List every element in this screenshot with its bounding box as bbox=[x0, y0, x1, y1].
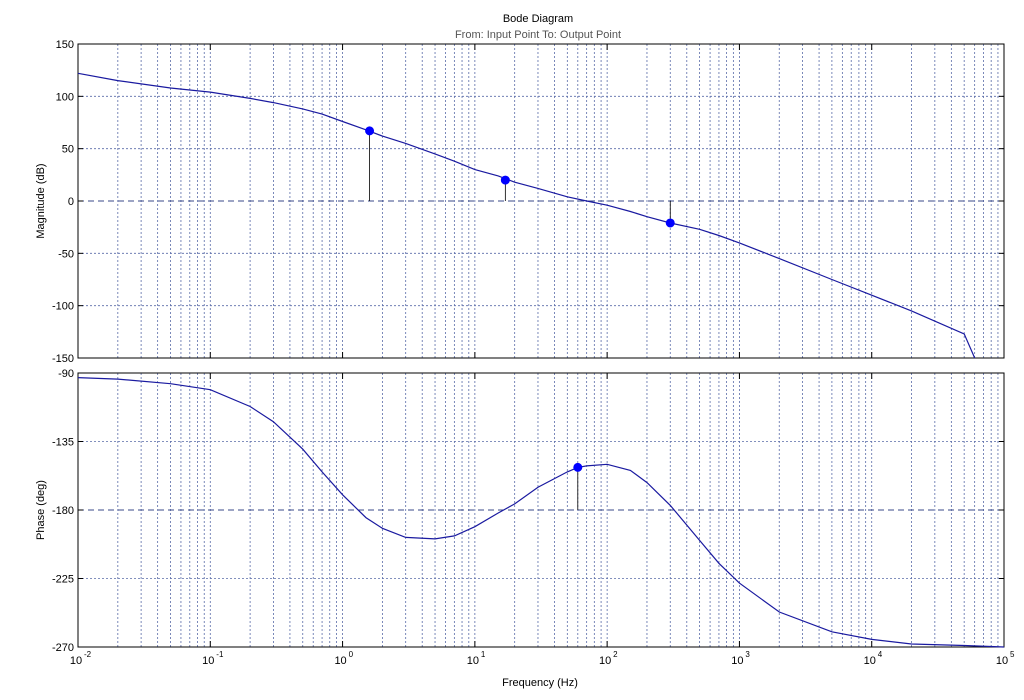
x-tick-label: 10 bbox=[996, 655, 1008, 667]
magnitude-ytick-label: -100 bbox=[52, 301, 74, 313]
magnitude-marker-point bbox=[665, 218, 675, 228]
x-tick-label: 10 bbox=[70, 655, 82, 667]
phase-curve bbox=[77, 377, 1005, 648]
x-axis-label: Frequency (Hz) bbox=[502, 677, 578, 689]
x-tick-exponent: 0 bbox=[349, 650, 354, 659]
x-tick-exponent: 1 bbox=[481, 650, 486, 659]
x-tick-exponent: -2 bbox=[84, 650, 92, 659]
phase-panel: -90-135-180-225-27010-210-11001011021031… bbox=[52, 368, 1015, 667]
magnitude-panel: 150 100 50 0 -50 -100 -150 bbox=[52, 39, 1005, 365]
phase-marker-point bbox=[573, 462, 583, 472]
magnitude-ytick-label: 100 bbox=[56, 91, 74, 103]
magnitude-ytick-label: -150 bbox=[52, 353, 74, 365]
phase-ytick-label: -225 bbox=[52, 574, 74, 586]
x-tick-label: 10 bbox=[599, 655, 611, 667]
x-tick-exponent: 4 bbox=[878, 650, 883, 659]
magnitude-y-label: Magnitude (dB) bbox=[35, 163, 47, 238]
magnitude-ytick-label: 50 bbox=[62, 144, 74, 156]
x-tick-label: 10 bbox=[467, 655, 479, 667]
phase-y-label: Phase (deg) bbox=[35, 480, 47, 540]
magnitude-marker-point bbox=[500, 175, 510, 185]
x-tick-label: 10 bbox=[731, 655, 743, 667]
x-tick-label: 10 bbox=[334, 655, 346, 667]
phase-ytick-label: -180 bbox=[52, 505, 74, 517]
magnitude-ytick-label: 150 bbox=[56, 39, 74, 51]
x-tick-exponent: -1 bbox=[216, 650, 224, 659]
phase-ytick-label: -270 bbox=[52, 642, 74, 654]
magnitude-marker-point bbox=[365, 126, 375, 136]
phase-ytick-label: -90 bbox=[58, 368, 74, 380]
x-tick-exponent: 2 bbox=[613, 650, 618, 659]
magnitude-curve bbox=[77, 72, 976, 359]
x-tick-exponent: 5 bbox=[1010, 650, 1015, 659]
phase-ytick-label: -135 bbox=[52, 437, 74, 449]
x-tick-label: 10 bbox=[202, 655, 214, 667]
x-tick-exponent: 3 bbox=[745, 650, 750, 659]
chart-subtitle: From: Input Point To: Output Point bbox=[455, 29, 621, 41]
magnitude-ytick-label: 0 bbox=[68, 196, 74, 208]
x-tick-label: 10 bbox=[864, 655, 876, 667]
chart-title: Bode Diagram bbox=[503, 13, 573, 25]
magnitude-ytick-label: -50 bbox=[58, 248, 74, 260]
